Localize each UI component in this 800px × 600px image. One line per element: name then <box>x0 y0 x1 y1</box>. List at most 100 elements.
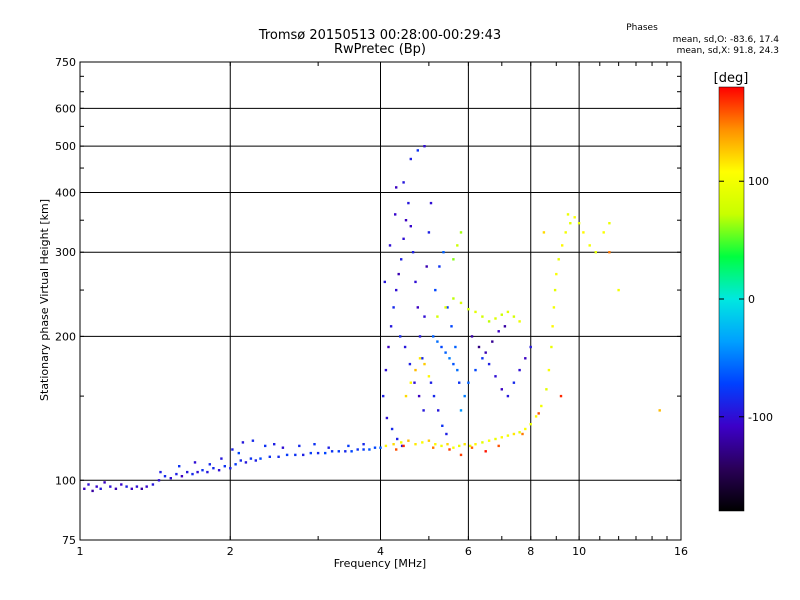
data-point <box>438 265 441 268</box>
data-point <box>427 231 431 234</box>
data-point <box>392 306 395 309</box>
data-point <box>418 335 422 338</box>
data-point <box>120 483 123 486</box>
data-point <box>458 444 461 448</box>
data-point <box>196 470 199 474</box>
data-point <box>553 288 557 292</box>
data-point <box>392 443 395 446</box>
data-point <box>432 394 436 398</box>
data-point <box>212 467 215 470</box>
x-axis-ticks: 1 2 4 6 8 10 16 <box>77 62 688 558</box>
data-point <box>588 244 591 247</box>
colorbar-ticks: 100 0 -100 <box>719 175 773 424</box>
data-point <box>432 446 435 449</box>
stats-line-x: mean, sd,X: 91.8, 24.3 <box>677 46 779 56</box>
y-tick-label: 300 <box>55 246 76 259</box>
data-point <box>268 455 271 458</box>
data-point <box>193 461 197 464</box>
data-point <box>561 244 564 247</box>
data-point <box>487 320 491 323</box>
data-point <box>403 345 407 349</box>
data-point <box>497 330 500 333</box>
data-point <box>503 325 507 328</box>
data-point <box>414 280 417 284</box>
data-point <box>481 441 484 444</box>
data-point <box>140 487 143 490</box>
data-point <box>407 201 410 205</box>
data-point <box>418 357 422 360</box>
data-point <box>422 409 425 412</box>
data-point <box>425 265 428 268</box>
data-point <box>481 315 484 318</box>
data-point <box>512 432 516 436</box>
data-point <box>454 345 457 349</box>
data-point <box>494 375 497 378</box>
data-point <box>452 362 455 366</box>
data-point <box>251 439 255 442</box>
data-point <box>456 368 459 372</box>
data-point <box>534 415 538 418</box>
x-axis-label: Frequency [MHz] <box>334 557 426 570</box>
data-point <box>452 446 455 449</box>
data-point <box>445 432 448 436</box>
data-point <box>577 222 581 225</box>
data-point <box>540 404 543 408</box>
data-point <box>350 450 353 453</box>
data-point <box>99 487 102 490</box>
data-point <box>658 409 661 412</box>
data-point <box>368 448 371 451</box>
data-point <box>459 453 463 457</box>
data-point <box>237 451 240 455</box>
data-point <box>151 483 155 486</box>
x-tick-label: 10 <box>572 545 586 558</box>
data-point <box>223 465 226 468</box>
data-point <box>389 325 393 328</box>
data-point <box>452 258 455 261</box>
data-point <box>557 258 560 261</box>
data-point <box>273 443 276 446</box>
data-point <box>506 310 510 314</box>
data-point <box>163 475 167 478</box>
data-point <box>550 345 553 349</box>
data-point <box>409 157 412 161</box>
data-point <box>551 325 554 328</box>
data-point <box>382 394 385 398</box>
data-point <box>157 479 161 482</box>
data-point <box>474 310 477 314</box>
data-point <box>109 485 112 488</box>
x-tick-label: 4 <box>377 545 384 558</box>
data-point <box>330 450 334 453</box>
chart-title: Tromsø 20150513 00:28:00-00:29:43 <box>258 28 501 43</box>
data-point <box>459 301 463 305</box>
data-point <box>145 485 148 488</box>
data-point <box>87 483 90 486</box>
x-tick-label: 8 <box>527 545 534 558</box>
data-point <box>91 489 94 493</box>
data-point <box>384 444 388 448</box>
data-point <box>521 432 524 436</box>
data-point <box>427 375 431 378</box>
data-point <box>524 357 527 360</box>
data-point <box>477 345 481 349</box>
data-point <box>423 362 426 366</box>
data-point <box>529 423 532 426</box>
data-point <box>298 444 301 448</box>
data-point <box>316 451 320 455</box>
data-point <box>456 244 459 247</box>
data-point <box>417 394 421 398</box>
data-point <box>518 431 521 434</box>
data-point <box>313 443 316 446</box>
data-point <box>404 219 408 222</box>
data-point <box>467 381 470 384</box>
y-tick-label: 75 <box>62 534 76 547</box>
data-point <box>555 272 558 276</box>
data-point <box>324 451 327 455</box>
colorbar-tick-label: 0 <box>748 293 755 306</box>
y-tick-label: 600 <box>55 102 76 115</box>
data-point <box>201 469 204 472</box>
data-point <box>452 297 455 300</box>
data-point <box>220 457 223 460</box>
data-point <box>448 357 451 360</box>
data-point <box>400 444 404 448</box>
